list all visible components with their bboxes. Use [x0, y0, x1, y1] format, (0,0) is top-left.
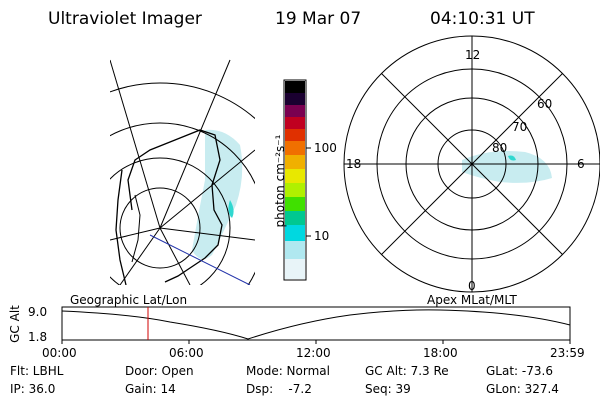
dsp-info: Dsp: -7.2	[246, 382, 312, 396]
glat-info: GLat: -73.6	[486, 364, 553, 378]
glon-info: GLon: 327.4	[486, 382, 559, 396]
lat-circle	[110, 82, 255, 120]
seq-info: Seq: 39	[365, 382, 411, 396]
mlat-label-60: 60	[537, 97, 553, 111]
meridian	[110, 59, 161, 229]
x-tick-1200: 12:00	[296, 346, 331, 360]
altitude-curve	[61, 309, 571, 340]
gain-info: Gain: 14	[125, 382, 176, 396]
mlat-label-70: 70	[512, 120, 528, 134]
mlt-label-0: 0	[468, 279, 476, 293]
colorbar-tick-10: 10	[314, 229, 330, 243]
x-tick-1800: 18:00	[423, 346, 458, 360]
apex-title: Apex MLat/MLT	[427, 293, 517, 307]
mlt-label-18: 18	[346, 157, 362, 171]
gc-alt-axis-label: GC Alt	[7, 305, 22, 343]
meridian	[119, 227, 161, 285]
timeline-plot	[61, 306, 571, 344]
lat-circle	[110, 157, 231, 285]
meridian	[159, 227, 255, 241]
x-tick-0600: 06:00	[169, 346, 204, 360]
meridian	[159, 227, 191, 285]
lat-circle	[110, 122, 255, 285]
geographic-map	[110, 59, 255, 285]
door-info: Door: Open	[125, 364, 194, 378]
instrument-title: Ultraviolet Imager	[48, 9, 202, 29]
time-label: 04:10:31 UT	[430, 9, 535, 29]
aurora-emission	[462, 151, 552, 183]
date-label: 19 Mar 07	[275, 9, 362, 29]
polar-plot	[343, 35, 600, 293]
mlt-label-6: 6	[577, 157, 585, 171]
y-tick-bottom: 1.8	[28, 330, 48, 344]
coastline	[131, 194, 141, 263]
x-tick-0000: 00:00	[42, 346, 77, 360]
geographic-title: Geographic Lat/Lon	[70, 293, 188, 307]
terminator-line	[149, 234, 251, 285]
colorbar	[283, 79, 311, 281]
meridian	[159, 59, 231, 229]
ip-info: IP: 36.0	[10, 382, 56, 396]
y-tick-top: 9.0	[28, 305, 48, 319]
lat-circle	[119, 187, 201, 269]
mode-info: Mode: Normal	[246, 364, 330, 378]
x-tick-2359: 23:59	[550, 346, 585, 360]
gc-alt-info: GC Alt: 7.3 Re	[365, 364, 449, 378]
meridian	[110, 227, 161, 241]
coastline	[115, 169, 127, 285]
colorbar-unit-label: photon cm⁻²s⁻¹	[273, 134, 287, 228]
meridian	[159, 149, 255, 229]
mlt-label-12: 12	[465, 48, 481, 62]
flt-info: Flt: LBHL	[10, 364, 64, 378]
mlat-label-80: 80	[492, 141, 508, 155]
colorbar-tick-100: 100	[314, 141, 337, 155]
coastline	[127, 129, 223, 283]
aurora-emission	[192, 129, 243, 259]
